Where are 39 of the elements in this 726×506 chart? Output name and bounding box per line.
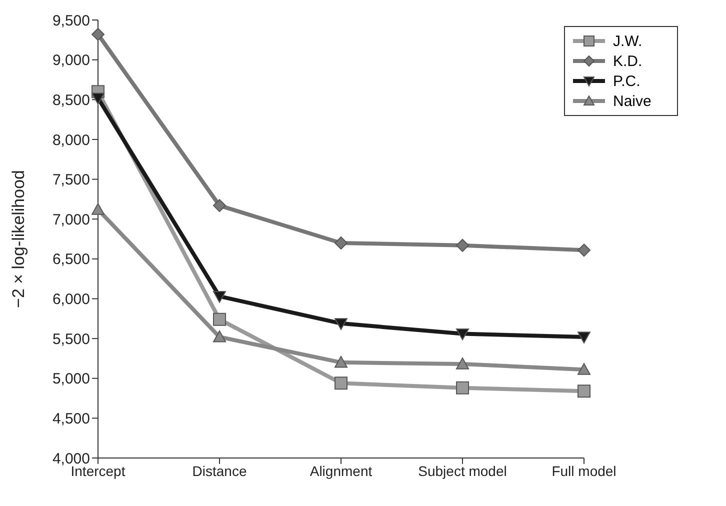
point xyxy=(578,332,590,344)
x-tick-label: Full model xyxy=(552,462,616,479)
y-tick-label: 9,500 xyxy=(52,12,90,30)
y-tick-label: 5,000 xyxy=(52,370,90,388)
y-tick-label: 6,500 xyxy=(52,251,90,268)
point xyxy=(578,244,590,257)
x-tick-label: Alignment xyxy=(310,462,372,479)
point xyxy=(213,330,226,342)
point xyxy=(92,28,104,41)
point xyxy=(456,238,469,252)
point xyxy=(578,363,590,375)
point xyxy=(213,199,226,212)
legend-label: K.D. xyxy=(613,52,642,70)
y-tick-label: 7,500 xyxy=(52,172,90,189)
point xyxy=(334,236,348,250)
y-tick-label: 8,500 xyxy=(52,92,90,109)
y-tick-label: 5,500 xyxy=(52,330,90,348)
y-axis-title: −2 × log-likelihood xyxy=(9,170,28,308)
y-tick-label: 6,000 xyxy=(52,291,90,308)
point xyxy=(213,291,226,303)
point xyxy=(456,381,469,394)
point xyxy=(92,92,104,105)
point xyxy=(213,312,226,326)
point xyxy=(456,358,469,370)
y-tick-label: 4,500 xyxy=(52,410,90,428)
y-tick-label: 8,000 xyxy=(52,132,90,149)
point xyxy=(578,384,590,398)
point xyxy=(92,203,104,215)
x-tick-label: Distance xyxy=(192,462,247,479)
point xyxy=(334,318,348,330)
x-tick-label: Subject model xyxy=(418,462,507,479)
point xyxy=(334,376,348,390)
y-tick-label: 9,000 xyxy=(52,52,90,70)
point xyxy=(456,328,469,340)
legend-label: P.C. xyxy=(613,72,640,90)
y-tick-label: 7,000 xyxy=(52,211,90,228)
point xyxy=(334,356,348,368)
legend-label: J.W. xyxy=(613,32,642,50)
legend-label: Naive xyxy=(613,92,652,110)
